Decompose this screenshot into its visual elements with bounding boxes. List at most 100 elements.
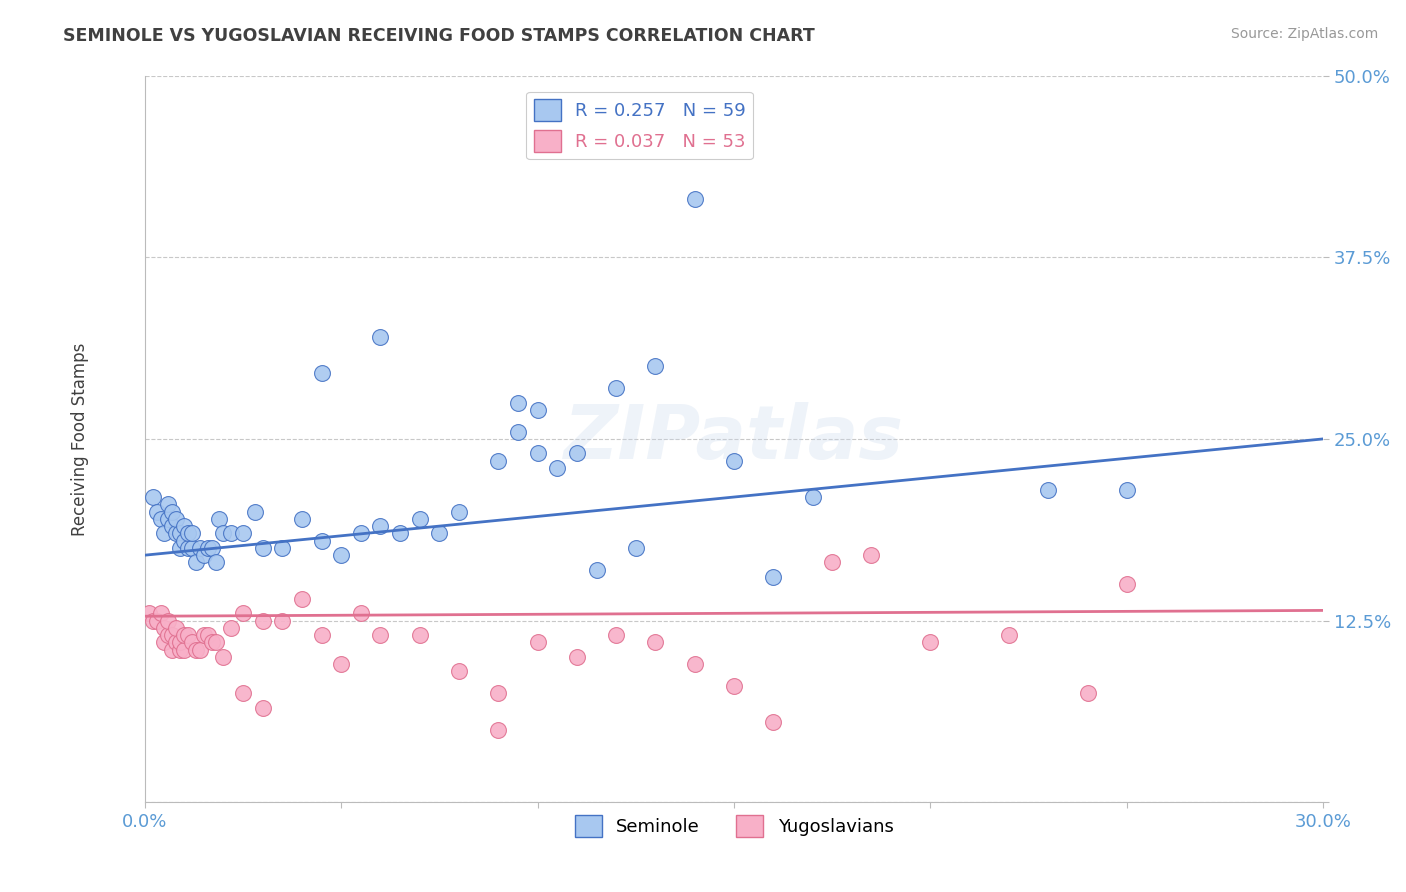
Point [330, 548, 353, 562]
Point [605, 381, 627, 395]
Point [860, 548, 883, 562]
Point [409, 628, 432, 642]
Point [762, 715, 785, 730]
Point [252, 700, 274, 714]
Point [177, 541, 200, 555]
Point [173, 533, 195, 548]
Point [429, 526, 451, 541]
Text: SEMINOLE VS YUGOSLAVIAN RECEIVING FOOD STAMPS CORRELATION CHART: SEMINOLE VS YUGOSLAVIAN RECEIVING FOOD S… [63, 27, 815, 45]
Point [177, 526, 200, 541]
Point [311, 628, 333, 642]
Point [605, 628, 627, 642]
Point [370, 628, 392, 642]
Point [212, 526, 235, 541]
Point [565, 446, 588, 460]
Point [181, 526, 204, 541]
Point [252, 614, 274, 628]
Point [389, 526, 412, 541]
Point [526, 402, 548, 417]
Point [169, 642, 191, 657]
Point [165, 635, 187, 649]
Point [723, 679, 745, 693]
Point [149, 607, 172, 621]
Point [1115, 577, 1137, 591]
Point [153, 526, 176, 541]
Point [350, 526, 373, 541]
Point [204, 556, 226, 570]
Point [546, 461, 568, 475]
Point [370, 330, 392, 344]
Point [723, 453, 745, 467]
Text: ZIPatlas: ZIPatlas [564, 402, 904, 475]
Point [486, 723, 509, 737]
Point [920, 635, 942, 649]
Point [644, 359, 666, 374]
Point [683, 657, 706, 672]
Point [624, 541, 647, 555]
Point [1076, 686, 1098, 700]
Point [801, 490, 824, 504]
Point [232, 607, 254, 621]
Point [232, 526, 254, 541]
Point [644, 635, 666, 649]
Point [145, 614, 167, 628]
Point [169, 541, 191, 555]
Point [197, 628, 219, 642]
Point [138, 607, 160, 621]
Point [173, 628, 195, 642]
Point [271, 541, 294, 555]
Point [173, 642, 195, 657]
Point [157, 497, 180, 511]
Point [447, 505, 470, 519]
Point [486, 453, 509, 467]
Point [184, 556, 207, 570]
Point [200, 541, 222, 555]
Point [153, 635, 176, 649]
Point [291, 591, 314, 606]
Point [181, 541, 204, 555]
Point [330, 657, 353, 672]
Point [165, 526, 187, 541]
Point [208, 512, 231, 526]
Point [200, 635, 222, 649]
Point [162, 628, 184, 642]
Point [212, 649, 235, 664]
Point [311, 533, 333, 548]
Point [821, 556, 844, 570]
Point [142, 614, 165, 628]
Point [1115, 483, 1137, 497]
Point [219, 621, 242, 635]
Y-axis label: Receiving Food Stamps: Receiving Food Stamps [72, 343, 89, 535]
Point [370, 519, 392, 533]
Point [142, 490, 165, 504]
Point [188, 642, 211, 657]
Point [193, 628, 215, 642]
Point [157, 512, 180, 526]
Point [526, 635, 548, 649]
Point [1038, 483, 1060, 497]
Point [173, 519, 195, 533]
Point [232, 686, 254, 700]
Point [311, 367, 333, 381]
Point [526, 446, 548, 460]
Point [197, 541, 219, 555]
Point [291, 512, 314, 526]
Point [762, 570, 785, 584]
Point [271, 614, 294, 628]
Point [162, 519, 184, 533]
Point [162, 505, 184, 519]
Point [204, 635, 226, 649]
Point [149, 512, 172, 526]
Point [177, 628, 200, 642]
Text: Source: ZipAtlas.com: Source: ZipAtlas.com [1230, 27, 1378, 41]
Point [447, 665, 470, 679]
Point [350, 607, 373, 621]
Point [184, 642, 207, 657]
Point [506, 425, 529, 439]
Point [145, 505, 167, 519]
Point [219, 526, 242, 541]
Point [585, 563, 607, 577]
Point [506, 395, 529, 409]
Point [157, 628, 180, 642]
Point [153, 621, 176, 635]
